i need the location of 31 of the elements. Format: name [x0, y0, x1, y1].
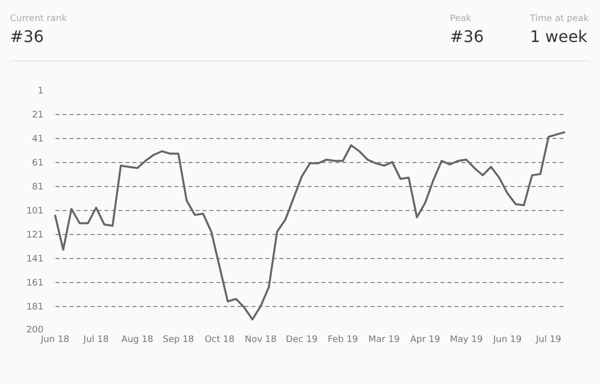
x-tick-label: Dec 19 — [286, 335, 318, 345]
text: #36 — [10, 27, 45, 46]
y-tick-label: 101 — [26, 206, 44, 217]
y-tick-label: 1 — [38, 86, 44, 96]
text: Current rank — [10, 14, 67, 24]
y-tick-label: 200 — [26, 326, 44, 336]
y-tick-label: 181 — [26, 302, 44, 313]
x-tick-label: Feb 19 — [328, 335, 358, 345]
y-tick-label: 61 — [32, 158, 44, 169]
x-tick-label: Jul 18 — [82, 335, 109, 345]
y-tick-label: 41 — [32, 134, 44, 145]
y-tick-label: 121 — [26, 230, 44, 241]
y-tick-label: 141 — [26, 254, 44, 265]
text: Peak — [450, 14, 472, 24]
text: 1 week — [530, 27, 588, 46]
x-tick-label: Nov 18 — [244, 335, 277, 345]
text: Time at peak — [530, 14, 589, 24]
line-series — [54, 131, 566, 320]
y-tick-label: 21 — [32, 110, 44, 121]
x-tick-label: Jun 19 — [492, 335, 522, 345]
x-tick-label: Jun 18 — [40, 335, 70, 345]
x-tick-label: Aug 18 — [121, 335, 154, 345]
x-tick-label: Jul 19 — [534, 335, 562, 345]
x-tick-label: Oct 18 — [204, 335, 235, 345]
text: #36 — [450, 27, 484, 46]
y-tick-label: 161 — [26, 278, 44, 289]
x-tick-label: Sep 18 — [162, 335, 194, 345]
y-tick-label: 81 — [32, 182, 44, 193]
x-tick-label: Mar 19 — [368, 335, 400, 345]
x-tick-label: Apr 19 — [410, 335, 440, 345]
x-tick-label: May 19 — [450, 335, 484, 345]
